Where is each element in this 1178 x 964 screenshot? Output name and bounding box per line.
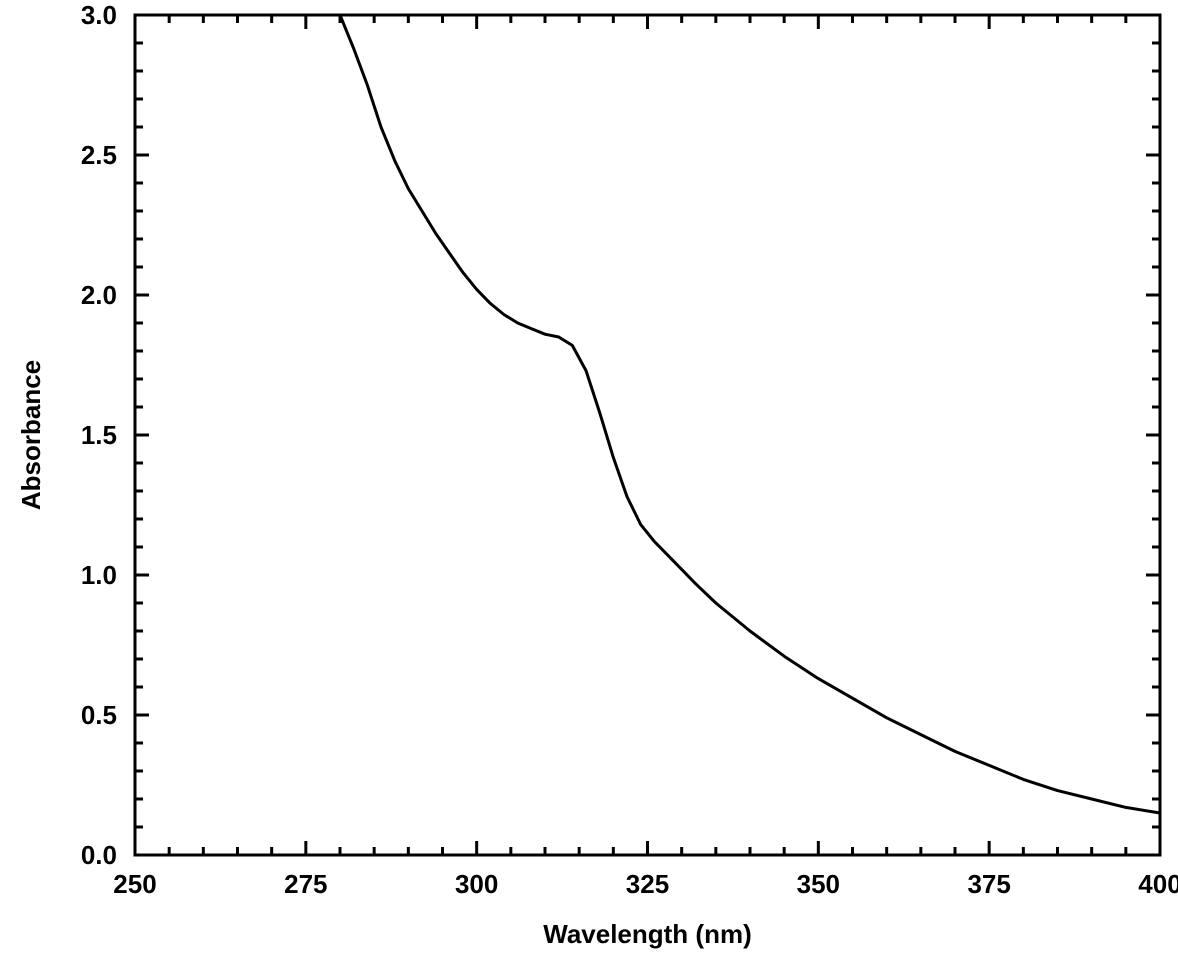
x-tick-label: 350 xyxy=(797,869,840,899)
y-tick-label: 3.0 xyxy=(81,0,117,30)
y-tick-label: 2.0 xyxy=(81,280,117,310)
y-tick-label: 2.5 xyxy=(81,140,117,170)
chart-svg: 250 275 300 325 350 375 400 0.0 0.5 1.0 1.5 2.0 2.5 3… xyxy=(0,0,1178,964)
y-axis-label: Absorbance xyxy=(16,360,46,510)
x-tick-label: 325 xyxy=(626,869,669,899)
y-tick-label: 1.0 xyxy=(81,560,117,590)
x-tick-label: 400 xyxy=(1138,869,1178,899)
y-tick-label: 1.5 xyxy=(81,420,117,450)
y-tick-label: 0.5 xyxy=(81,700,117,730)
absorbance-spectrum-chart: 250 275 300 325 350 375 400 0.0 0.5 1.0 1.5 2.0 2.5 3… xyxy=(0,0,1178,964)
y-tick-label: 0.0 xyxy=(81,840,117,870)
x-tick-label: 275 xyxy=(284,869,327,899)
x-tick-label: 300 xyxy=(455,869,498,899)
x-tick-label: 375 xyxy=(967,869,1010,899)
x-axis-label: Wavelength (nm) xyxy=(543,919,751,949)
x-tick-label: 250 xyxy=(113,869,156,899)
